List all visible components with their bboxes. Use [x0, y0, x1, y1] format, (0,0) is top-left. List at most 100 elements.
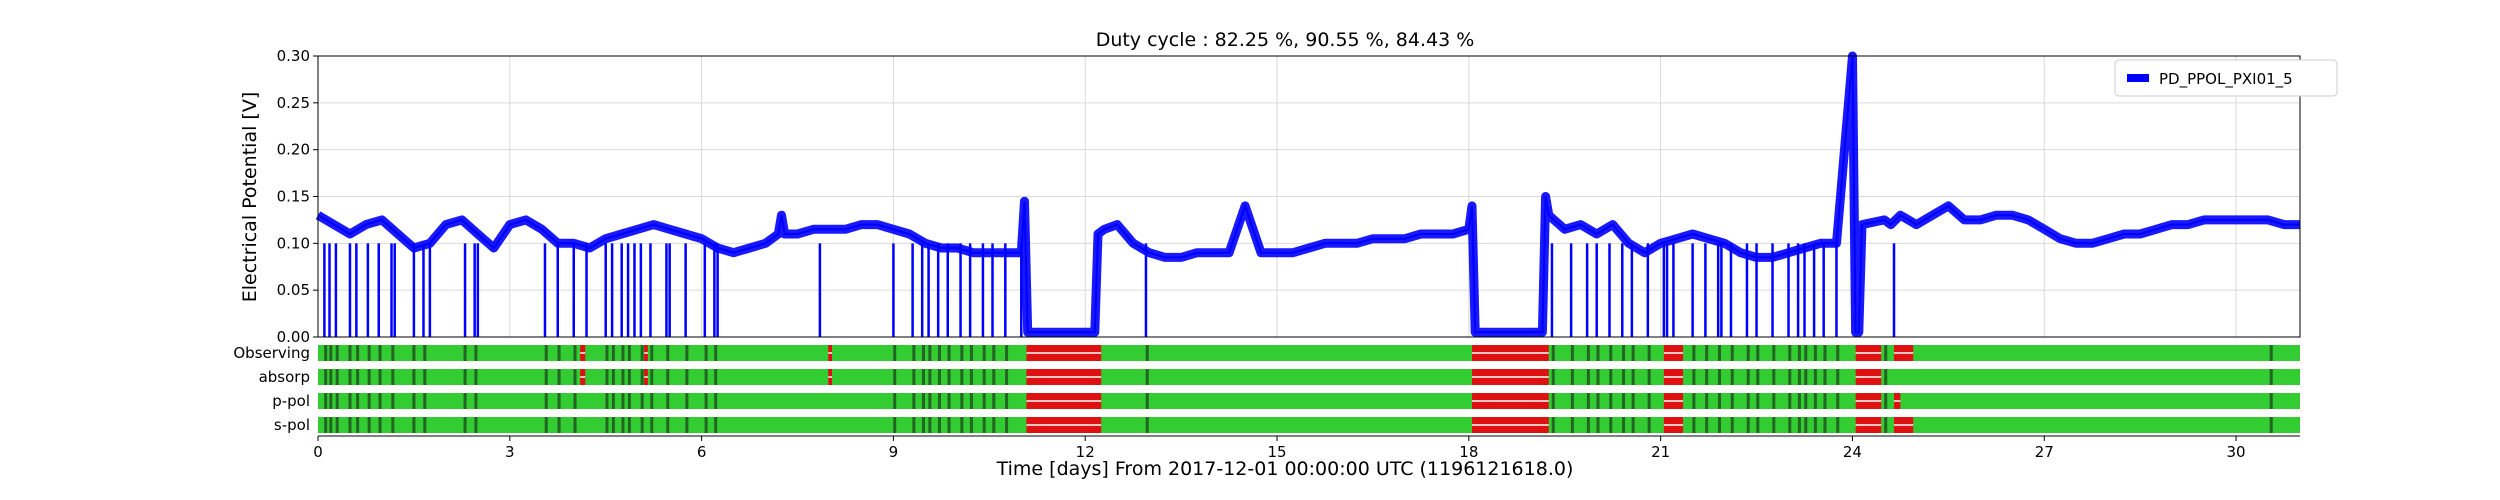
- state-bar-dark-mark: [1823, 369, 1827, 385]
- state-bar-dark-mark: [463, 393, 467, 409]
- state-bar-dark-mark: [1596, 393, 1600, 409]
- state-bar-dark-mark: [1551, 417, 1555, 433]
- state-bar-dark-mark: [544, 369, 548, 385]
- state-bar-dark-mark: [947, 393, 951, 409]
- state-bar-dark-mark: [893, 417, 897, 433]
- state-bar-dark-mark: [463, 345, 467, 361]
- state-bar-dark-mark: [573, 393, 577, 409]
- state-bar-dark-mark: [714, 417, 718, 433]
- state-bar-dark-mark: [1631, 393, 1635, 409]
- state-bar-row: s-pol: [274, 416, 2300, 434]
- x-tick-label: 9: [889, 443, 899, 461]
- x-tick-label: 0: [313, 443, 323, 461]
- state-bar-dark-mark: [605, 417, 609, 433]
- state-bar-dark-mark: [969, 345, 973, 361]
- state-bar-dark-mark: [1705, 345, 1709, 361]
- state-bar-dark-mark: [1746, 369, 1750, 385]
- state-bar-active: [318, 417, 2300, 433]
- state-bar-dark-mark: [1788, 345, 1792, 361]
- state-bar-dark-mark: [1551, 369, 1555, 385]
- state-bar-dark-mark: [1647, 393, 1651, 409]
- data-layer: [315, 51, 2300, 337]
- state-bar-dark-mark: [666, 393, 670, 409]
- state-bar-dark-mark: [1772, 369, 1776, 385]
- state-bar-dark-mark: [1005, 369, 1009, 385]
- state-bar-dark-mark: [685, 417, 689, 433]
- state-bar-dark-mark: [1647, 345, 1651, 361]
- state-bar-dark-mark: [912, 369, 916, 385]
- state-bars: Observing absorp p-pol s-pol: [233, 344, 2300, 437]
- state-bar-dark-mark: [1804, 417, 1808, 433]
- state-bar-dark-mark: [367, 345, 371, 361]
- state-bar-dark-mark: [367, 369, 371, 385]
- state-bar-dark-mark: [329, 369, 333, 385]
- state-bar-dark-mark: [666, 417, 670, 433]
- state-bar-dark-mark: [611, 393, 615, 409]
- state-bar-dark-mark: [2269, 393, 2273, 409]
- state-bar-dark-mark: [1551, 393, 1555, 409]
- state-bar-dark-mark: [969, 417, 973, 433]
- state-bar-dark-mark: [611, 369, 615, 385]
- state-bar-dark-mark: [1596, 369, 1600, 385]
- state-bar-dark-mark: [1145, 345, 1149, 361]
- state-bar-dark-mark: [557, 417, 561, 433]
- state-bar-dark-mark: [1609, 393, 1613, 409]
- state-bar-dark-mark: [1705, 393, 1709, 409]
- state-bar-dark-mark: [1586, 393, 1590, 409]
- state-bar-label: absorp: [259, 368, 310, 386]
- state-bar-dark-mark: [1804, 393, 1808, 409]
- state-bar-dark-mark: [474, 417, 478, 433]
- state-bar-dark-mark: [937, 369, 941, 385]
- legend-entry-label: PD_PPOL_PXI01_5: [2159, 70, 2293, 89]
- y-tick-label: 0.25: [277, 94, 310, 112]
- state-bar-dark-mark: [1596, 345, 1600, 361]
- state-bar-dark-mark: [348, 417, 352, 433]
- state-bar-dark-mark: [463, 417, 467, 433]
- state-bar-dark-mark: [1586, 417, 1590, 433]
- state-bar-dark-mark: [928, 417, 932, 433]
- state-bar-dark-mark: [329, 393, 333, 409]
- x-tick-label: 3: [505, 443, 515, 461]
- state-bar-dark-mark: [335, 369, 339, 385]
- state-bar-dark-mark: [947, 369, 951, 385]
- state-bar-dark-mark: [1145, 417, 1149, 433]
- state-bar-dark-mark: [666, 345, 670, 361]
- y-tick-label: 0.15: [277, 188, 310, 206]
- state-bar-dark-mark: [474, 345, 478, 361]
- state-bar-dark-mark: [423, 369, 427, 385]
- state-bar-dark-mark: [348, 369, 352, 385]
- state-bar-dark-mark: [947, 345, 951, 361]
- state-bar-dark-mark: [1788, 393, 1792, 409]
- state-bar-dark-mark: [463, 369, 467, 385]
- state-bar-active: [318, 345, 2300, 361]
- state-bar-row: absorp: [259, 368, 2300, 386]
- state-bar-dark-mark: [992, 393, 996, 409]
- state-bar-dark-mark: [982, 393, 986, 409]
- state-bar-dark-mark: [640, 345, 644, 361]
- state-bar-dark-mark: [391, 345, 395, 361]
- state-bar-dark-mark: [573, 417, 577, 433]
- state-bar-dark-mark: [1570, 369, 1574, 385]
- state-bar-dark-mark: [937, 345, 941, 361]
- state-bar-dark-mark: [348, 393, 352, 409]
- state-bar-dark-mark: [921, 393, 925, 409]
- state-bar-dark-mark: [1692, 417, 1696, 433]
- state-bar-dark-mark: [1570, 393, 1574, 409]
- state-bar-dark-mark: [714, 393, 718, 409]
- state-bar-dark-mark: [2269, 345, 2273, 361]
- state-bar-dark-mark: [1813, 345, 1817, 361]
- state-bar-dark-mark: [1836, 417, 1840, 433]
- state-bar-dark-mark: [557, 393, 561, 409]
- legend: PD_PPOL_PXI01_5: [2114, 59, 2338, 97]
- legend-frame: [2114, 59, 2338, 97]
- state-bar-dark-mark: [1797, 345, 1801, 361]
- state-bar-dark-mark: [324, 345, 328, 361]
- state-bar-dark-mark: [1772, 393, 1776, 409]
- state-bar-dark-mark: [928, 345, 932, 361]
- state-bar-dark-mark: [1647, 417, 1651, 433]
- y-tick-label: 0.10: [277, 234, 310, 252]
- state-bar-dark-mark: [1797, 369, 1801, 385]
- state-bar-dark-mark: [1804, 369, 1808, 385]
- state-bar-row: p-pol: [272, 392, 2300, 410]
- state-bar-dark-mark: [412, 369, 416, 385]
